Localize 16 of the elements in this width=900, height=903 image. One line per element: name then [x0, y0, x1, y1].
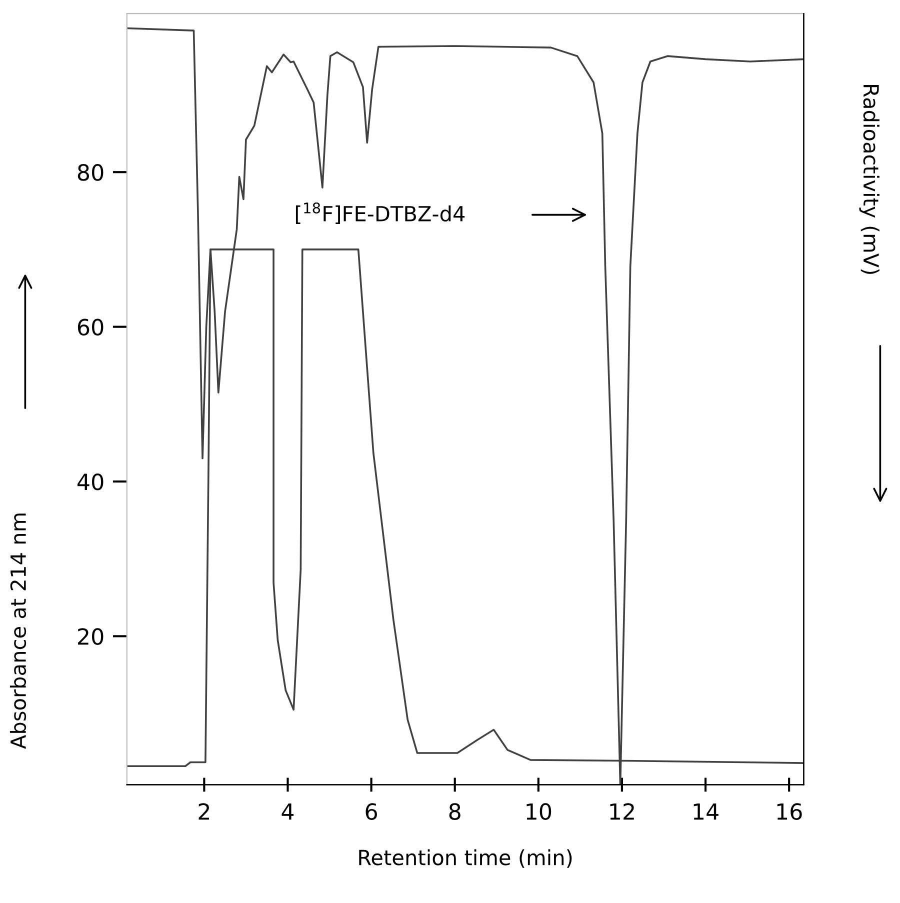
- x-axis-title: Retention time (min): [359, 849, 572, 868]
- y-tick-label: 20: [78, 628, 104, 645]
- x-tick-label: 14: [694, 803, 718, 820]
- x-tick-label: 2: [198, 803, 210, 820]
- y-tick-label: 40: [77, 473, 104, 490]
- annotation: [$^{18}$F]FE-DTBZ-d4: [296, 202, 465, 224]
- x-tick-label: 12: [610, 803, 634, 820]
- x-tick-label: 10: [526, 803, 552, 820]
- x-tick-label: 16: [777, 803, 802, 820]
- x-tick-label: 4: [282, 803, 294, 820]
- y2-axis-title: Radioactivity (mV): [859, 85, 880, 274]
- x-tick-label: 8: [449, 803, 460, 820]
- y-tick-label: 60: [78, 318, 104, 336]
- x-tick-label: 6: [366, 803, 377, 820]
- y-tick-label: 80: [78, 164, 104, 181]
- y-axis-title: Absorbance at 214 nm: [10, 514, 26, 749]
